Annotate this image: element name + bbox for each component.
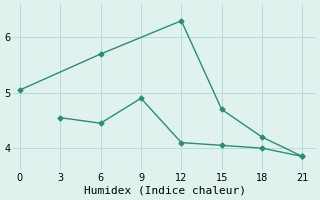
- X-axis label: Humidex (Indice chaleur): Humidex (Indice chaleur): [84, 186, 245, 196]
